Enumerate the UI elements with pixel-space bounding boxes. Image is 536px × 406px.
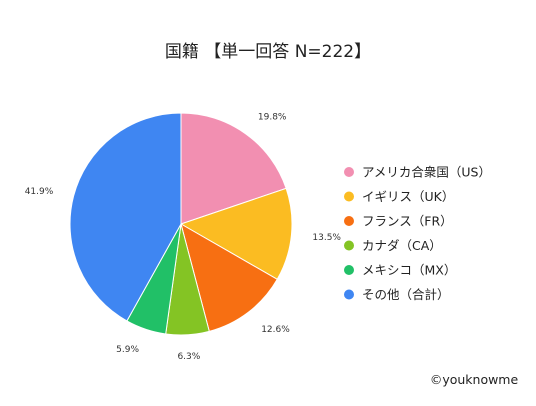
legend-marker-1 — [344, 167, 354, 177]
legend: アメリカ合衆国（US） イギリス（UK） フランス（FR） カナダ（CA） メキシコ（M… — [344, 165, 491, 302]
slice-value-label-3: 12.6% — [261, 325, 290, 335]
chart-title: 国籍 【単一回答 N=222】 — [165, 42, 371, 62]
pie-slice-6 — [69, 112, 182, 322]
legend-label-6: その他（合計） — [362, 287, 450, 302]
legend-marker-5 — [344, 265, 354, 275]
pie-slices — [69, 112, 293, 336]
legend-marker-2 — [344, 191, 354, 202]
slice-value-label-2: 13.5% — [312, 233, 341, 243]
slice-value-label-4: 6.3% — [177, 352, 200, 362]
pie-slice-2 — [179, 187, 293, 280]
legend-label-2: イギリス（UK） — [362, 189, 454, 204]
copyright-credit: ©youknowme — [430, 372, 519, 387]
legend-label-5: メキシコ（MX） — [362, 263, 456, 278]
legend-marker-3 — [344, 216, 354, 226]
pie-slice-1 — [180, 112, 287, 225]
legend-marker-4 — [344, 240, 354, 251]
legend-label-4: カナダ（CA） — [362, 238, 442, 253]
slice-value-label-5: 5.9% — [116, 345, 139, 355]
slice-value-label-1: 19.8% — [258, 113, 287, 123]
pie-value-labels: 19.8% 13.5% 12.6% 6.3% 5.9% 41.9% — [25, 113, 342, 362]
slice-value-label-6: 41.9% — [25, 187, 54, 197]
legend-label-1: アメリカ合衆国（US） — [362, 165, 491, 180]
pie-slice-3 — [180, 222, 278, 332]
legend-label-3: フランス（FR） — [362, 214, 453, 229]
legend-marker-6 — [344, 289, 354, 300]
